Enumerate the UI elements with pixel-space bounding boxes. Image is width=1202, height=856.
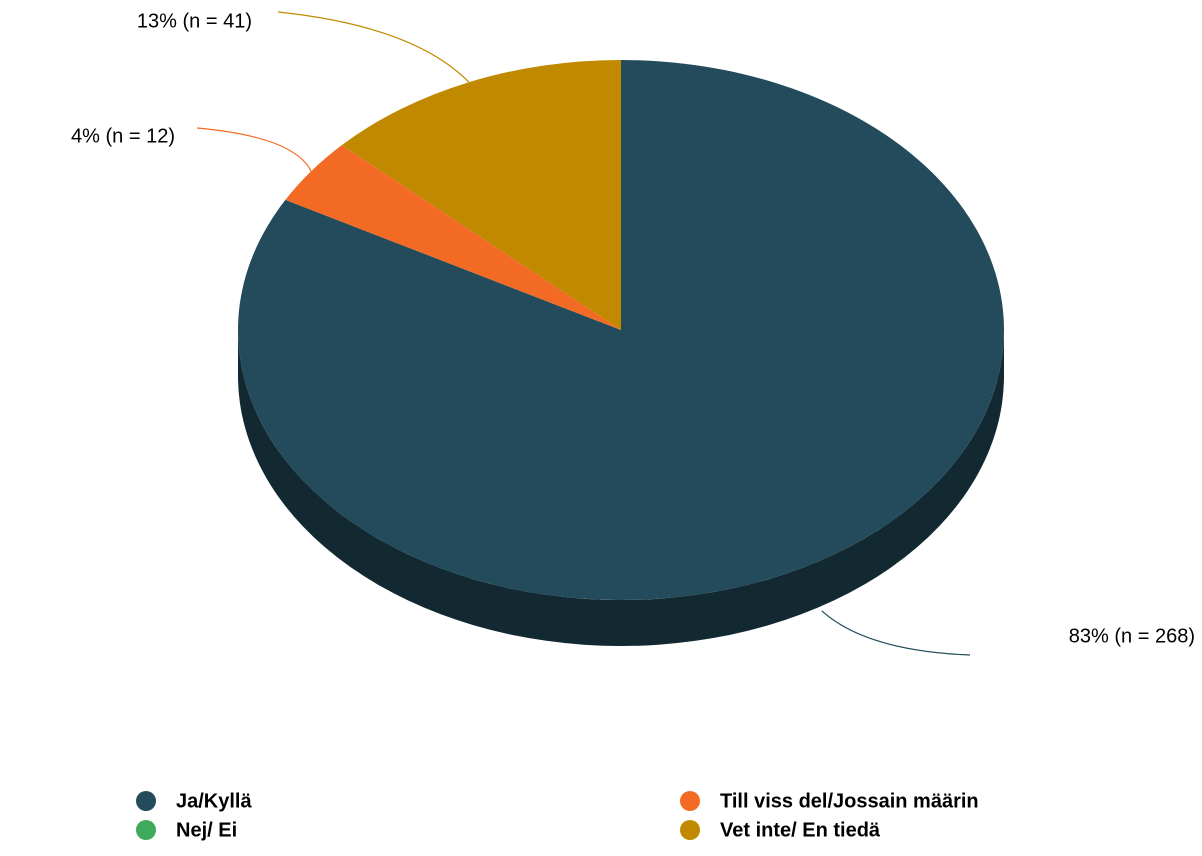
data-label: 13% (n = 41)	[137, 10, 252, 32]
legend-label: Vet inte/ En tiedä	[720, 819, 881, 841]
leader-line	[821, 610, 971, 656]
legend-marker	[680, 791, 700, 811]
data-label: 83% (n = 268)	[1069, 625, 1195, 647]
legend-label: Ja/Kyllä	[176, 790, 252, 812]
leader-line	[277, 11, 470, 83]
slice-side	[238, 330, 1004, 646]
slice	[285, 145, 621, 330]
data-label: 4% (n = 12)	[71, 125, 175, 147]
slice	[341, 60, 621, 330]
legend-label: Nej/ Ei	[176, 819, 237, 841]
legend-marker	[136, 791, 156, 811]
slice	[238, 60, 1005, 600]
leader-line	[196, 127, 312, 172]
legend-marker	[680, 820, 700, 840]
legend-marker	[136, 820, 156, 840]
legend-label: Till viss del/Jossain määrin	[720, 790, 979, 812]
